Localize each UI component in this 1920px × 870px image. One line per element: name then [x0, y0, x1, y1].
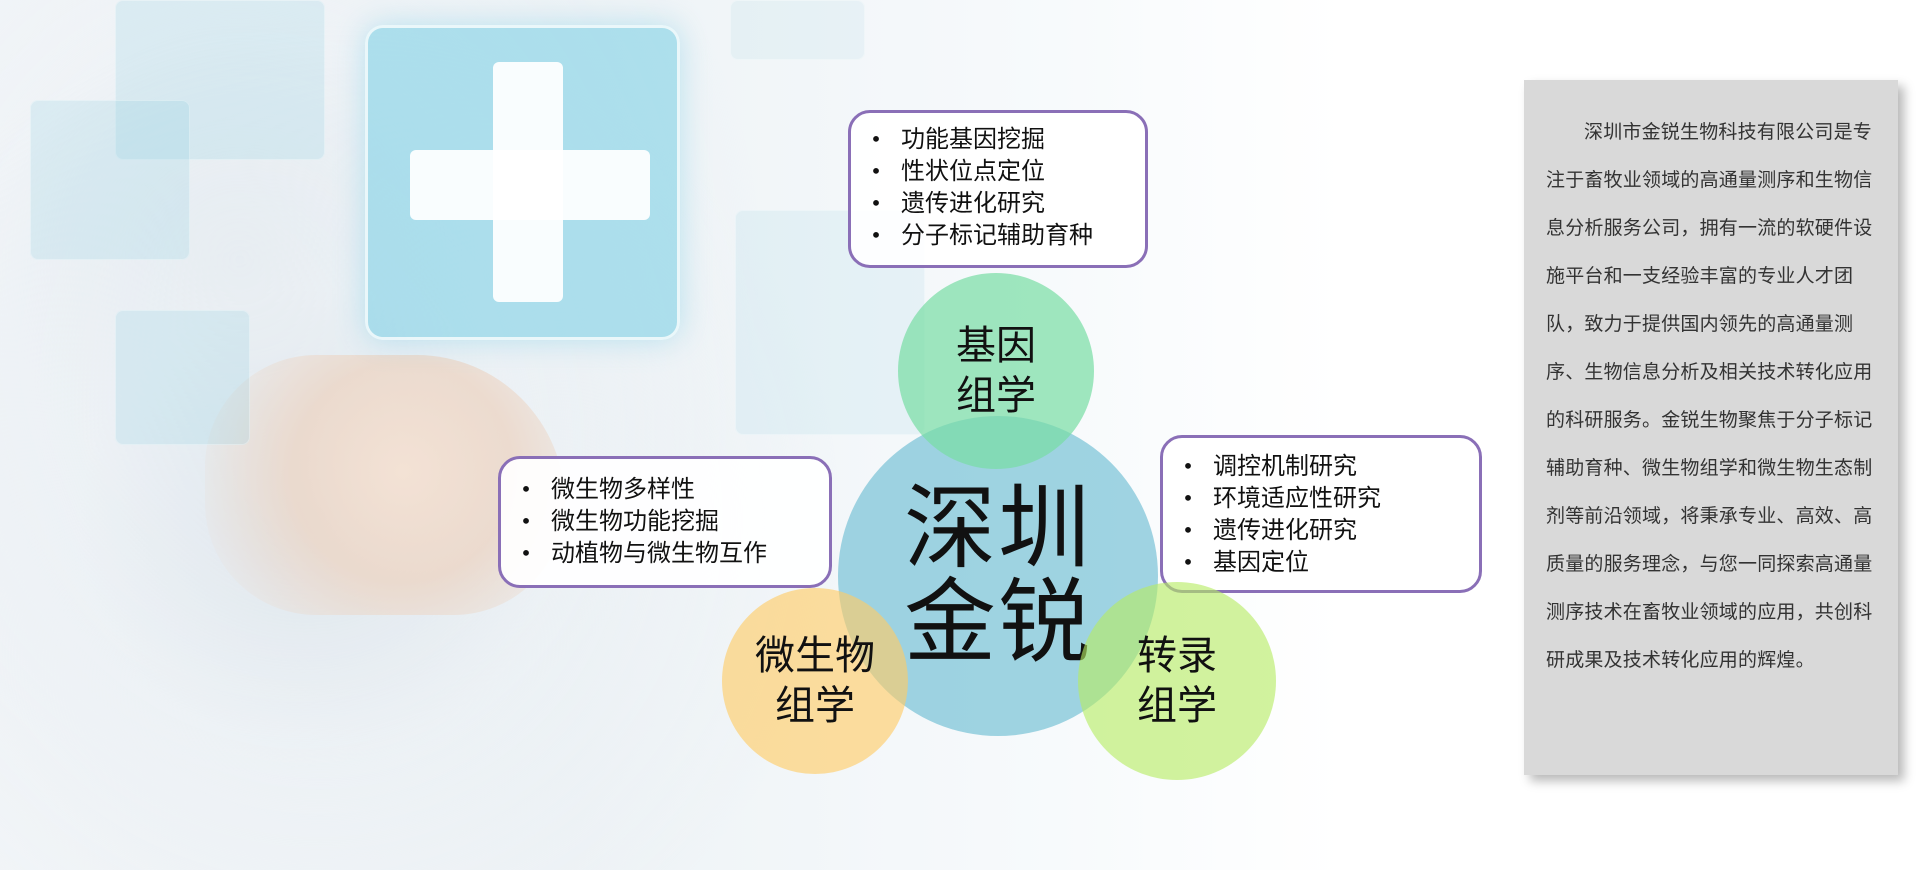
callout-microbiomics: • 微生物多样性 • 微生物功能挖掘 • 动植物与微生物互作: [498, 456, 832, 588]
list-item-text: 分子标记辅助育种: [901, 219, 1093, 251]
list-item-text: 遗传进化研究: [1213, 514, 1357, 546]
bullet-icon: •: [1181, 546, 1195, 578]
bullet-icon: •: [1181, 514, 1195, 546]
list-item-text: 调控机制研究: [1213, 450, 1357, 482]
callout-microbiomics-list: • 微生物多样性 • 微生物功能挖掘 • 动植物与微生物互作: [519, 473, 811, 569]
list-item-text: 遗传进化研究: [901, 187, 1045, 219]
callout-transcriptomics-list: • 调控机制研究 • 环境适应性研究 • 遗传进化研究 • 基因定位: [1181, 450, 1461, 578]
list-item: • 调控机制研究: [1181, 450, 1461, 482]
transcriptomics-circle: 转录 组学: [1078, 582, 1276, 780]
list-item: • 性状位点定位: [869, 155, 1127, 187]
company-description-panel: 深圳市金锐生物科技有限公司是专注于畜牧业领域的高通量测序和生物信息分析服务公司，…: [1524, 80, 1898, 775]
medical-cross-horizontal: [410, 150, 650, 220]
callout-genomics-list: • 功能基因挖掘 • 性状位点定位 • 遗传进化研究 • 分子标记辅助育种: [869, 123, 1127, 251]
bullet-icon: •: [519, 537, 533, 569]
microbiomics-circle: 微生物 组学: [722, 588, 908, 774]
list-item-text: 环境适应性研究: [1213, 482, 1381, 514]
center-circle-label: 深圳 金锐: [904, 482, 1092, 670]
list-item: • 环境适应性研究: [1181, 482, 1461, 514]
genomics-circle-label: 基因 组学: [956, 321, 1036, 421]
list-item: • 分子标记辅助育种: [869, 219, 1127, 251]
list-item-text: 基因定位: [1213, 546, 1309, 578]
genomics-circle: 基因 组学: [898, 273, 1094, 469]
list-item: • 遗传进化研究: [1181, 514, 1461, 546]
microbiomics-circle-label: 微生物 组学: [755, 631, 875, 731]
bullet-icon: •: [519, 505, 533, 537]
bullet-icon: •: [869, 155, 883, 187]
company-description-text: 深圳市金锐生物科技有限公司是专注于畜牧业领域的高通量测序和生物信息分析服务公司，…: [1546, 108, 1876, 684]
bullet-icon: •: [1181, 482, 1195, 514]
callout-genomics: • 功能基因挖掘 • 性状位点定位 • 遗传进化研究 • 分子标记辅助育种: [848, 110, 1148, 268]
list-item: • 基因定位: [1181, 546, 1461, 578]
callout-transcriptomics: • 调控机制研究 • 环境适应性研究 • 遗传进化研究 • 基因定位: [1160, 435, 1482, 593]
bullet-icon: •: [869, 219, 883, 251]
list-item-text: 性状位点定位: [901, 155, 1045, 187]
list-item: • 微生物多样性: [519, 473, 811, 505]
list-item: • 遗传进化研究: [869, 187, 1127, 219]
bullet-icon: •: [1181, 450, 1195, 482]
background-tile: [730, 0, 865, 60]
list-item-text: 动植物与微生物互作: [551, 537, 767, 569]
list-item: • 微生物功能挖掘: [519, 505, 811, 537]
bullet-icon: •: [869, 187, 883, 219]
list-item-text: 微生物功能挖掘: [551, 505, 719, 537]
bullet-icon: •: [519, 473, 533, 505]
transcriptomics-circle-label: 转录 组学: [1137, 631, 1217, 731]
background-tile: [115, 310, 250, 445]
list-item-text: 微生物多样性: [551, 473, 695, 505]
background-tile: [30, 100, 190, 260]
list-item-text: 功能基因挖掘: [901, 123, 1045, 155]
list-item: • 功能基因挖掘: [869, 123, 1127, 155]
bullet-icon: •: [869, 123, 883, 155]
list-item: • 动植物与微生物互作: [519, 537, 811, 569]
